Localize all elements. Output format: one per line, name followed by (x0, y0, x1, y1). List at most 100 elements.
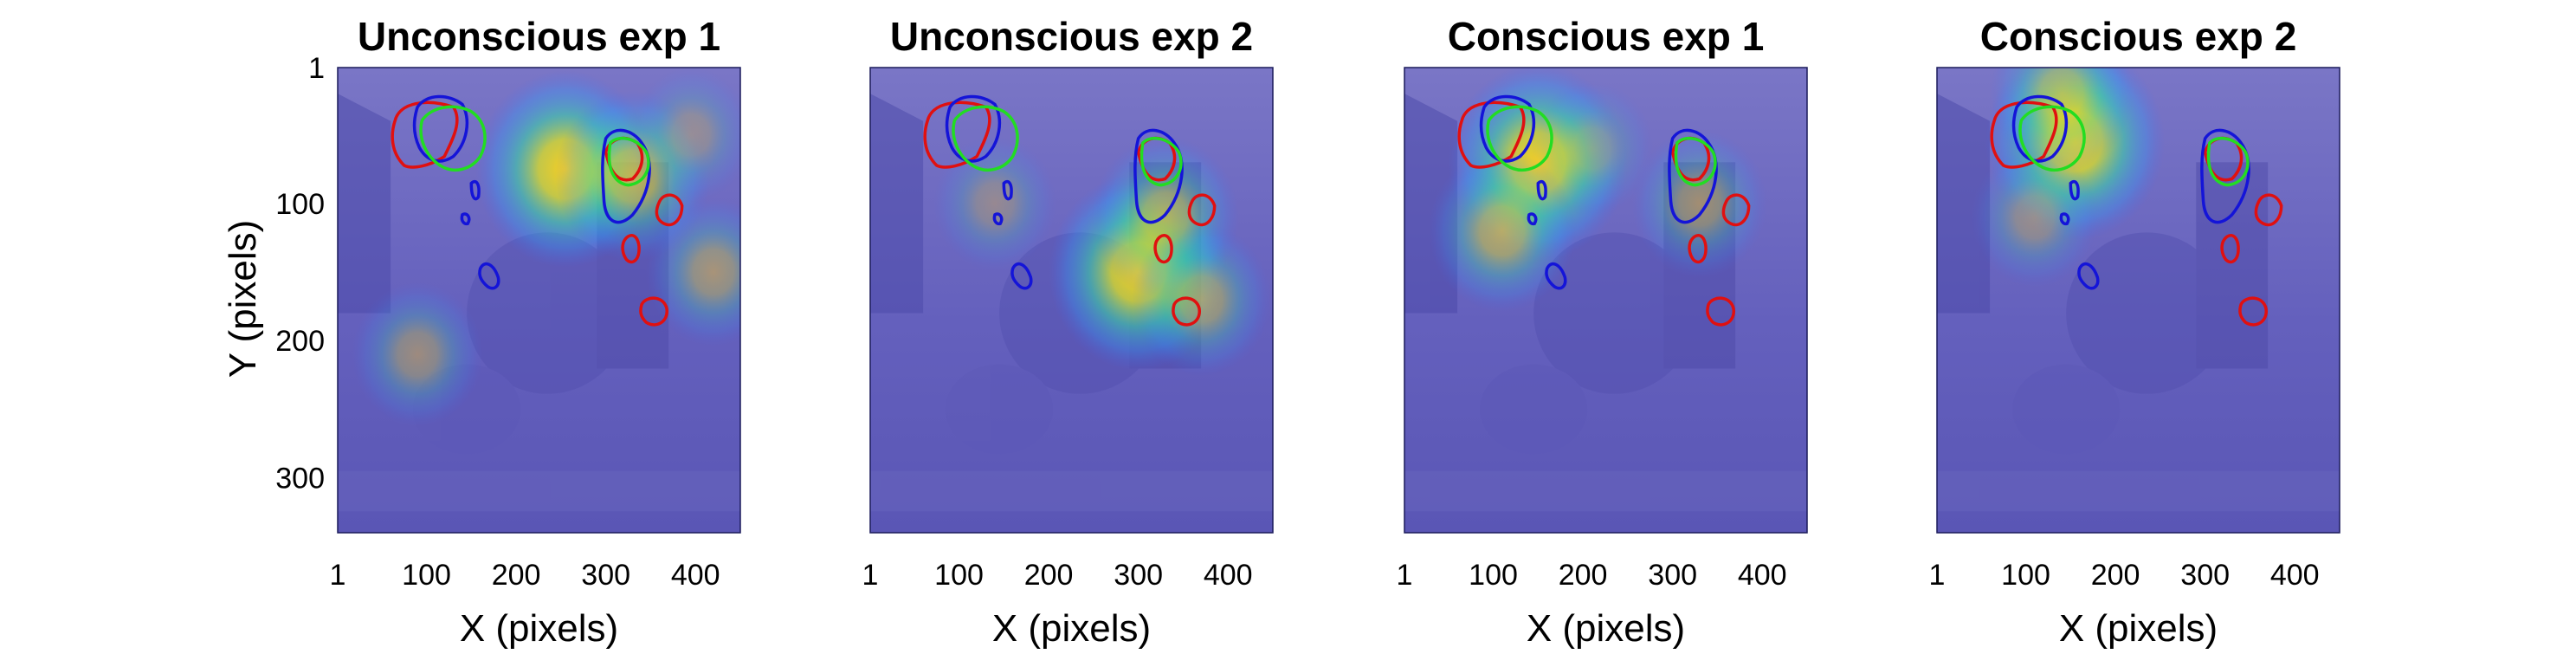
roi-blue (1668, 128, 1718, 224)
x-tick-label: 300 (581, 559, 630, 592)
roi-blue (601, 128, 651, 224)
heat-spot (1631, 129, 1767, 278)
x-tick-label: 1 (330, 559, 346, 592)
scene-ground (870, 470, 1273, 512)
x-tick-label: 400 (1738, 559, 1787, 592)
x-tick-label: 100 (934, 559, 984, 592)
roi-green (1674, 136, 1717, 187)
x-tick-label: 400 (1204, 559, 1253, 592)
x-axis-label: X (pixels) (1527, 607, 1685, 650)
heatmap-image (338, 68, 740, 533)
scene-disc (467, 232, 629, 394)
y-tick-label: 1 (308, 52, 325, 85)
roi-red (1187, 193, 1217, 227)
y-axis-label: Y (pixels) (222, 220, 264, 379)
x-axis-label: X (pixels) (2059, 607, 2218, 650)
roi-red (391, 100, 459, 169)
heat-spot (1131, 223, 1271, 376)
roi-blue (1002, 179, 1013, 201)
roi-red (1721, 193, 1751, 227)
roi-green (2206, 136, 2250, 187)
roi-green (419, 105, 487, 172)
panel-title: Conscious exp 2 (1980, 14, 2297, 59)
x-tick-label: 300 (1114, 559, 1163, 592)
roi-red (1153, 234, 1173, 264)
roi-red (655, 193, 684, 227)
roi-red (2238, 296, 2268, 327)
roi-red (2254, 193, 2283, 227)
heat-spot (352, 282, 483, 427)
y-tick-label: 300 (275, 463, 325, 495)
roi-green (2018, 105, 2086, 172)
scene-disc (2066, 232, 2228, 394)
roi-red (1172, 296, 1201, 327)
roi-red (2220, 234, 2240, 264)
roi-green (607, 136, 650, 187)
axes-box (1404, 67, 1808, 534)
roi-blue (1479, 94, 1536, 163)
roi-blue (1545, 262, 1567, 290)
roi-blue (992, 212, 1004, 226)
x-tick-label: 100 (2001, 559, 2050, 592)
roi-red (1688, 234, 1708, 264)
scene-ground (1937, 470, 2340, 512)
roi-contours (1990, 94, 2283, 327)
scene-structure (870, 94, 924, 314)
roi-blue (412, 94, 469, 163)
heat-spot (1530, 81, 1654, 217)
x-tick-label: 1 (1929, 559, 1946, 592)
scene-structure (338, 94, 391, 314)
roi-contours (923, 94, 1217, 327)
roi-blue (945, 94, 1002, 163)
panel-title: Conscious exp 1 (1448, 14, 1765, 59)
panel-4: Conscious exp 2 1 100 200 300 400 X (pixels) (1929, 14, 2340, 650)
heat-spot (933, 135, 1056, 271)
scene-person (2196, 162, 2269, 369)
axes-box (869, 67, 1274, 534)
panel-1: Unconscious exp 1 1 100 200 300 400 1 100 200 300… (275, 14, 741, 650)
x-tick-label: 200 (1024, 559, 1074, 592)
roi-blue (1133, 128, 1184, 224)
roi-red (1457, 100, 1526, 169)
scene-ground (338, 470, 740, 512)
x-tick-label: 300 (1648, 559, 1697, 592)
x-axis-label: X (pixels) (992, 607, 1151, 650)
panel-title: Unconscious exp 1 (358, 14, 720, 59)
y-tick-label: 100 (275, 188, 325, 221)
roi-red (923, 100, 991, 169)
roi-blue (1536, 179, 1547, 201)
roi-green (1140, 136, 1183, 187)
x-tick-label: 100 (402, 559, 451, 592)
roi-red (1706, 296, 1735, 327)
heat-spot (646, 197, 740, 346)
roi-blue (2077, 262, 2100, 290)
roi-blue (1010, 262, 1033, 290)
roi-red (1990, 100, 2058, 169)
panel-2: Unconscious exp 2 1 100 200 300 400 X (pixels) (862, 14, 1274, 650)
heatmap-image (870, 68, 1273, 533)
scene-structure (1937, 94, 1991, 314)
roi-red (621, 234, 641, 264)
x-tick-label: 400 (671, 559, 720, 592)
roi-green (1486, 105, 1553, 172)
x-tick-label: 400 (2270, 559, 2320, 592)
heat-spot (1990, 68, 2134, 172)
roi-red (639, 296, 668, 327)
panels: Unconscious exp 1 1 100 200 300 400 1 100 200 300… (275, 14, 2340, 650)
heat-spot (629, 68, 740, 203)
scene-barrel (1479, 364, 1588, 455)
axes-box (337, 67, 741, 534)
x-tick-label: 100 (1469, 559, 1518, 592)
scene-disc (1533, 232, 1695, 394)
panel-3: Conscious exp 1 1 100 200 300 400 X (pixels) (1397, 14, 1808, 650)
x-tick-label: 200 (2091, 559, 2140, 592)
roi-blue (2069, 179, 2080, 201)
roi-contours (391, 94, 684, 327)
scene-silhouettes (1937, 94, 2340, 512)
x-tick-label: 200 (492, 559, 541, 592)
roi-green (952, 105, 1019, 172)
x-axis-label: X (pixels) (460, 607, 618, 650)
heatmap-image (1404, 68, 1807, 533)
x-tick-label: 1 (862, 559, 879, 592)
